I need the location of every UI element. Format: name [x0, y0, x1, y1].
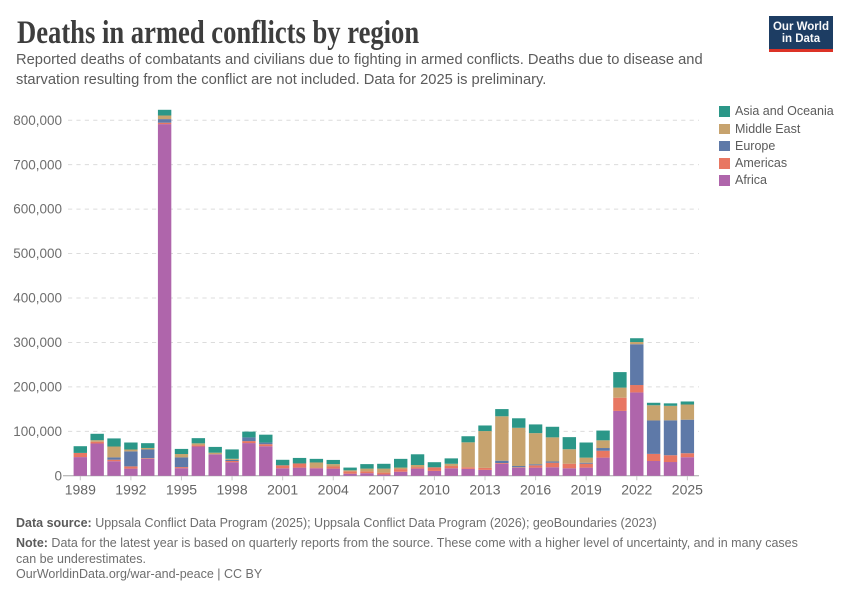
svg-text:100,000: 100,000	[13, 424, 62, 439]
svg-text:300,000: 300,000	[13, 335, 62, 350]
svg-text:600,000: 600,000	[13, 202, 62, 217]
svg-text:800,000: 800,000	[13, 113, 62, 128]
svg-text:2001: 2001	[267, 481, 298, 497]
svg-text:2013: 2013	[469, 481, 500, 497]
svg-text:2016: 2016	[520, 481, 551, 497]
svg-text:2025: 2025	[672, 481, 703, 497]
svg-text:0: 0	[54, 468, 62, 483]
svg-text:700,000: 700,000	[13, 157, 62, 172]
svg-text:400,000: 400,000	[13, 291, 62, 306]
svg-text:2007: 2007	[368, 481, 399, 497]
svg-text:1989: 1989	[65, 481, 96, 497]
svg-text:200,000: 200,000	[13, 380, 62, 395]
svg-text:1995: 1995	[166, 481, 197, 497]
svg-text:2010: 2010	[419, 481, 450, 497]
svg-text:500,000: 500,000	[13, 246, 62, 261]
svg-text:2022: 2022	[621, 481, 652, 497]
svg-text:2019: 2019	[571, 481, 602, 497]
svg-text:1992: 1992	[115, 481, 146, 497]
svg-text:1998: 1998	[216, 481, 247, 497]
svg-text:2004: 2004	[318, 481, 349, 497]
